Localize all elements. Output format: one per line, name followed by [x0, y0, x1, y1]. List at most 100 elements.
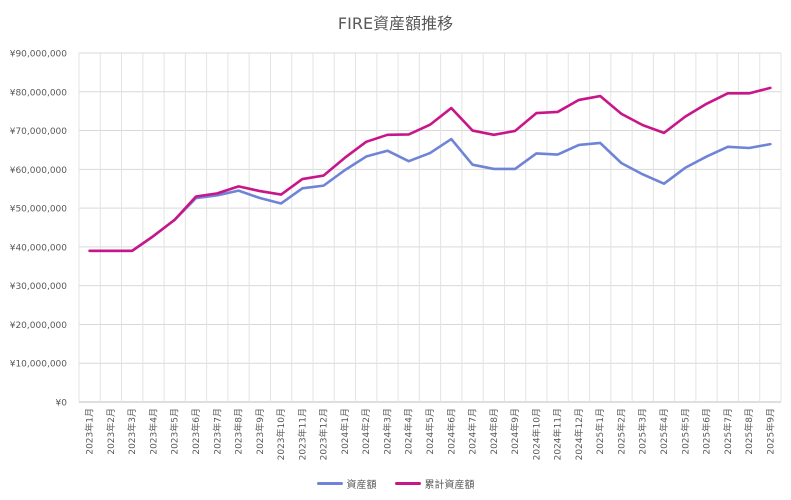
x-tick-label: 2024年3月	[381, 408, 393, 455]
data-point-series-1	[493, 134, 495, 136]
data-point-series-0	[344, 169, 346, 171]
x-tick-label: 2024年8月	[488, 408, 500, 455]
data-point-series-0	[301, 187, 303, 189]
data-point-series-1	[131, 250, 133, 252]
x-tick-label: 2024年9月	[509, 408, 521, 455]
data-point-series-1	[556, 111, 558, 113]
x-tick-label: 2023年9月	[254, 408, 266, 455]
data-point-series-0	[769, 143, 771, 145]
data-point-series-0	[514, 168, 516, 170]
data-point-series-0	[599, 142, 601, 144]
data-point-series-0	[705, 155, 707, 157]
data-point-series-0	[748, 147, 750, 149]
data-point-series-1	[386, 134, 388, 136]
data-point-series-1	[620, 113, 622, 115]
x-tick-label: 2023年5月	[169, 408, 181, 455]
y-tick-label: ¥0	[56, 399, 68, 409]
data-point-series-1	[599, 95, 601, 97]
x-tick-label: 2023年11月	[296, 408, 308, 460]
data-point-series-0	[280, 202, 282, 204]
data-point-series-0	[322, 184, 324, 186]
data-point-series-0	[556, 153, 558, 155]
x-tick-label: 2023年10月	[275, 408, 287, 460]
data-point-series-1	[365, 141, 367, 143]
x-tick-label: 2024年10月	[530, 408, 542, 460]
data-point-series-0	[450, 138, 452, 140]
x-tick-label: 2025年2月	[615, 408, 627, 455]
data-point-series-0	[578, 144, 580, 146]
data-point-series-1	[259, 190, 261, 192]
data-point-series-1	[195, 195, 197, 197]
y-tick-label: ¥50,000,000	[10, 205, 68, 215]
data-point-series-0	[663, 182, 665, 184]
y-axis: ¥0 ¥10,000,000 ¥20,000,000 ¥30,000,000 ¥40,0…	[10, 50, 68, 409]
x-tick-label: 2023年1月	[84, 408, 96, 455]
x-tick-label: 2023年12月	[318, 408, 330, 460]
data-point-series-1	[642, 124, 644, 126]
x-axis: 2023年1月 2023年2月 2023年3月 2023年4月 2023年5月 2023年…	[84, 408, 777, 460]
data-point-series-1	[216, 192, 218, 194]
x-tick-label: 2023年8月	[233, 408, 245, 455]
x-tick-label: 2025年5月	[679, 408, 691, 455]
series-line-0	[88, 137, 772, 253]
data-point-series-1	[322, 174, 324, 176]
x-tick-label: 2025年7月	[722, 408, 734, 455]
x-tick-label: 2023年6月	[190, 408, 202, 455]
y-tick-label: ¥60,000,000	[10, 166, 68, 176]
data-point-series-1	[471, 129, 473, 131]
data-point-series-1	[237, 185, 239, 187]
data-point-series-1	[727, 92, 729, 94]
data-point-series-1	[748, 92, 750, 94]
data-point-series-1	[88, 250, 90, 252]
grid-lines	[78, 52, 782, 403]
data-point-series-0	[493, 168, 495, 170]
data-point-series-0	[642, 173, 644, 175]
x-tick-label: 2025年6月	[701, 408, 713, 455]
x-tick-label: 2024年4月	[403, 408, 415, 455]
x-tick-label: 2024年7月	[467, 408, 479, 455]
x-tick-label: 2025年4月	[658, 408, 670, 455]
x-tick-label: 2024年6月	[445, 408, 457, 455]
data-point-series-1	[280, 193, 282, 195]
data-point-series-1	[301, 178, 303, 180]
data-point-series-0	[727, 146, 729, 148]
x-tick-label: 2023年7月	[211, 408, 223, 455]
data-point-series-0	[429, 152, 431, 154]
legend-swatch-cumulative	[394, 482, 421, 485]
legend-swatch-asset	[316, 482, 343, 485]
data-point-series-1	[769, 87, 771, 89]
data-point-series-0	[408, 160, 410, 162]
x-tick-label: 2023年3月	[126, 408, 138, 455]
data-point-series-1	[663, 132, 665, 134]
y-tick-label: ¥90,000,000	[10, 50, 68, 60]
y-tick-label: ¥80,000,000	[10, 88, 68, 98]
data-point-series-1	[152, 235, 154, 237]
x-tick-label: 2024年2月	[360, 408, 372, 455]
y-tick-label: ¥20,000,000	[10, 321, 68, 331]
data-point-series-0	[259, 197, 261, 199]
data-point-series-0	[620, 162, 622, 164]
x-tick-label: 2025年3月	[637, 408, 649, 455]
legend-item-asset: 資産額	[316, 476, 377, 491]
data-point-series-1	[408, 133, 410, 135]
data-point-series-1	[344, 157, 346, 159]
series-lines	[88, 86, 772, 253]
x-tick-label: 2023年2月	[105, 408, 117, 455]
legend-item-cumulative: 累計資産額	[394, 476, 475, 491]
data-point-series-1	[429, 124, 431, 126]
x-tick-label: 2024年12月	[573, 408, 585, 460]
data-point-series-0	[237, 189, 239, 191]
data-point-series-0	[365, 155, 367, 157]
x-tick-label: 2024年1月	[339, 408, 351, 455]
x-tick-label: 2025年9月	[764, 408, 776, 455]
data-point-series-1	[514, 130, 516, 132]
y-tick-label: ¥30,000,000	[10, 282, 68, 292]
data-point-series-1	[684, 115, 686, 117]
data-point-series-0	[535, 152, 537, 154]
data-point-series-1	[110, 250, 112, 252]
y-tick-label: ¥10,000,000	[10, 360, 68, 370]
x-tick-label: 2024年11月	[552, 408, 564, 460]
data-point-series-0	[386, 150, 388, 152]
